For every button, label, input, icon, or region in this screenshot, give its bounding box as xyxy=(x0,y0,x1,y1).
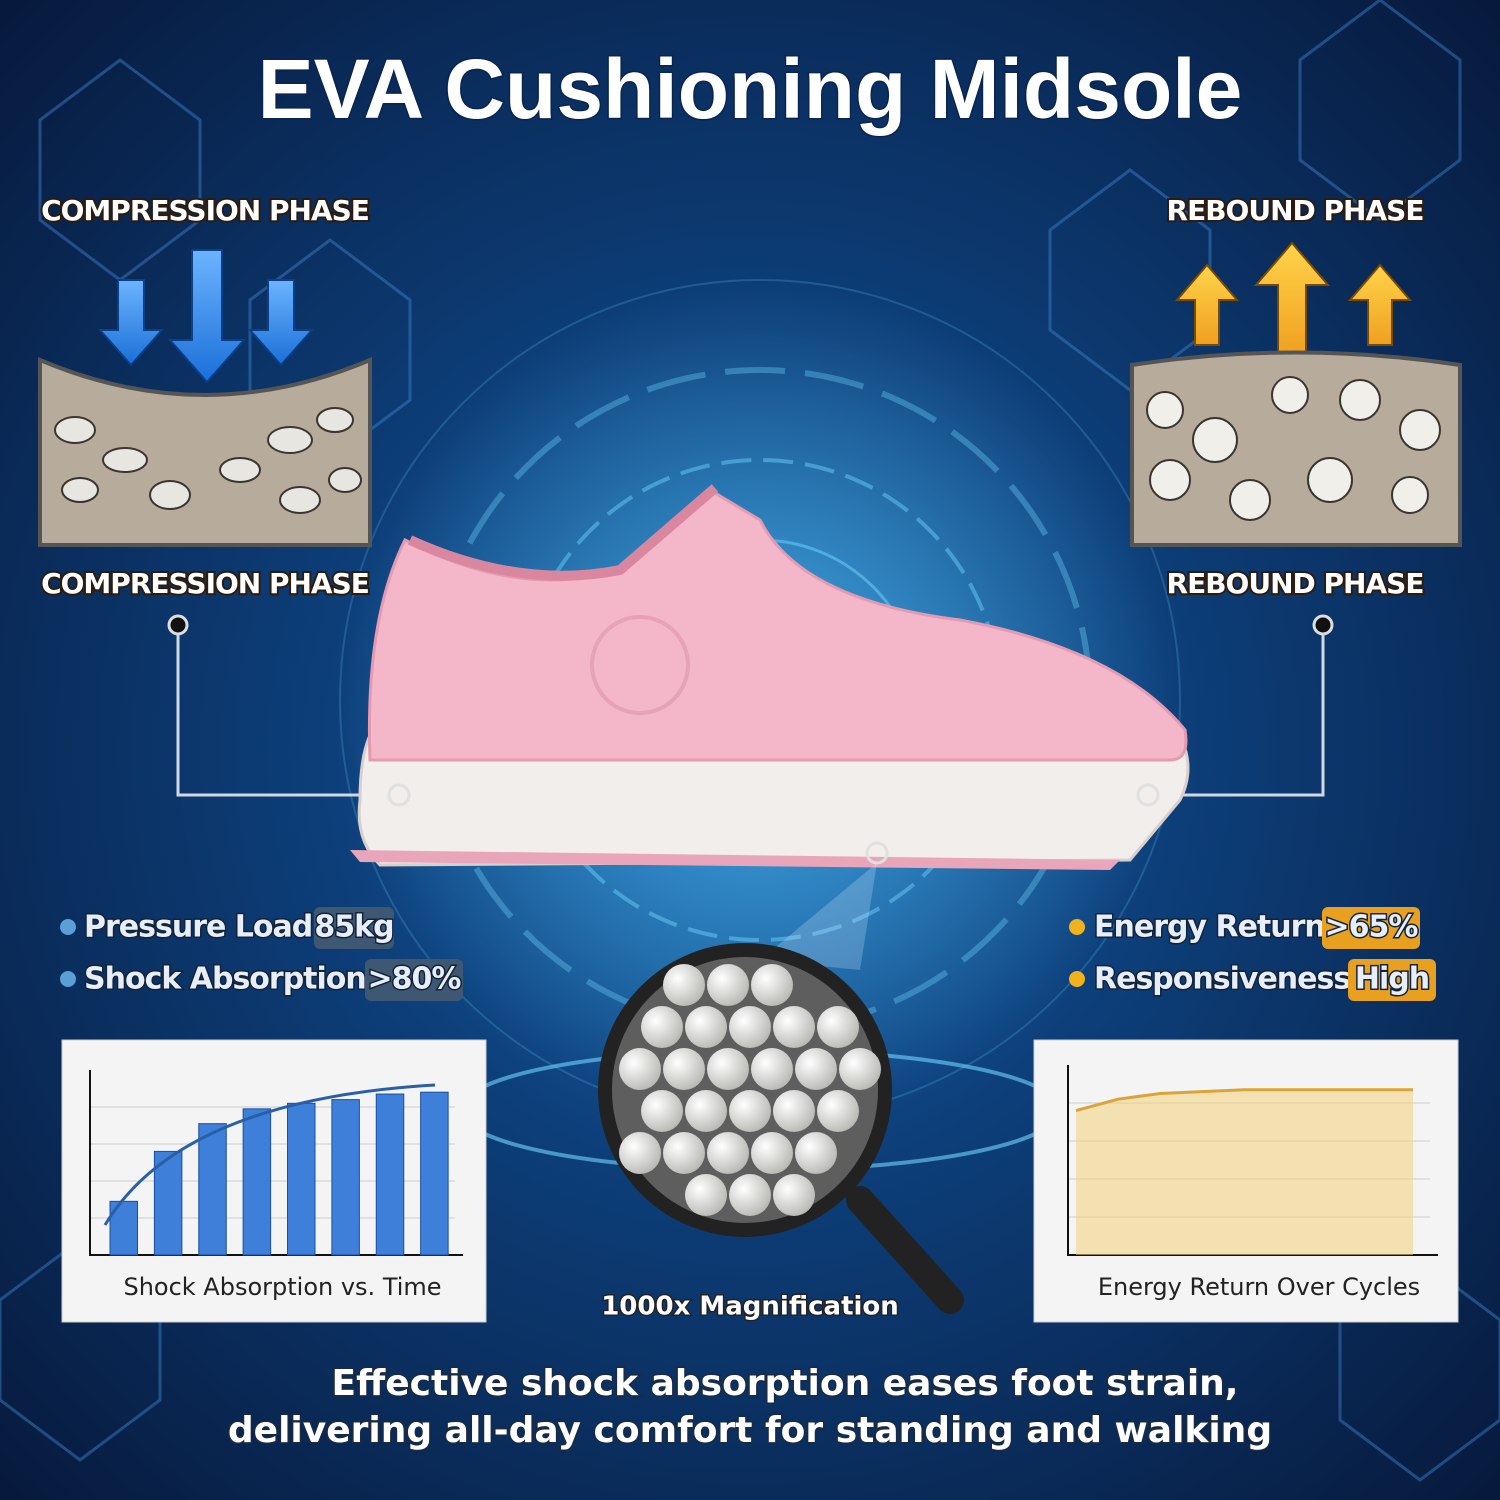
phase-label: REBOUND PHASE xyxy=(1167,567,1424,600)
stat-badge xyxy=(365,959,463,1001)
sphere xyxy=(685,1006,727,1048)
sphere xyxy=(817,1090,859,1132)
sphere xyxy=(707,1132,749,1174)
sphere xyxy=(707,964,749,1006)
up-arrows xyxy=(1174,241,1413,356)
down-arrows xyxy=(97,249,315,384)
stat-label: Shock Absorption: xyxy=(84,962,377,997)
bar xyxy=(242,1108,272,1256)
left-stats: Pressure Load: 85kg Shock Absorption: >8… xyxy=(60,907,464,1001)
bar xyxy=(420,1091,449,1256)
stat-value: High xyxy=(1355,962,1429,997)
sphere xyxy=(839,1048,881,1090)
foam-cells xyxy=(54,407,362,514)
trend-curve xyxy=(103,1083,436,1226)
chart-title: Energy Return Over Cycles xyxy=(1098,1273,1420,1301)
callout-line xyxy=(176,634,388,797)
stat-value: >80% xyxy=(368,962,462,997)
bullet xyxy=(60,919,76,935)
beam xyxy=(760,863,877,970)
sphere xyxy=(685,1174,727,1216)
title: EVA Cushioning Midsole xyxy=(258,42,1243,136)
right-stats: Energy Return: >65% Responsiveness: High xyxy=(1069,907,1436,1001)
sphere xyxy=(641,1090,683,1132)
phase-label: COMPRESSION PHASE xyxy=(41,194,369,227)
sphere xyxy=(663,1048,705,1090)
sphere xyxy=(729,1090,771,1132)
bar xyxy=(375,1093,405,1256)
callout-dot xyxy=(167,614,189,636)
stat-value: >65% xyxy=(1325,910,1419,945)
callout-circle xyxy=(387,783,411,807)
sphere xyxy=(729,1174,771,1216)
sphere xyxy=(663,1132,705,1174)
stat-value: 85kg xyxy=(314,910,393,945)
stat-label: Energy Return: xyxy=(1094,910,1336,945)
phase-label: COMPRESSION PHASE xyxy=(41,567,369,600)
sphere xyxy=(707,1048,749,1090)
sphere xyxy=(817,1006,859,1048)
sphere xyxy=(663,964,705,1006)
shoe xyxy=(350,484,1190,870)
sphere xyxy=(751,1048,793,1090)
sphere xyxy=(773,1090,815,1132)
stat-badge xyxy=(1322,907,1420,949)
sphere xyxy=(773,1174,815,1216)
callout-circle xyxy=(865,841,889,865)
sphere xyxy=(795,1132,837,1174)
bullet xyxy=(1069,971,1085,987)
bar xyxy=(287,1102,316,1256)
callout-dot xyxy=(1312,614,1334,636)
sphere xyxy=(751,964,793,1006)
stat-badge xyxy=(314,907,394,949)
bar xyxy=(198,1123,227,1256)
bullet xyxy=(1069,919,1085,935)
stat-label: Responsiveness: xyxy=(1094,962,1361,997)
chart-title: Shock Absorption vs. Time xyxy=(123,1273,441,1301)
sphere xyxy=(795,1048,837,1090)
stat-label: Pressure Load: xyxy=(84,910,323,945)
phase-label: REBOUND PHASE xyxy=(1167,194,1424,227)
area xyxy=(1076,1089,1413,1255)
stat-badge xyxy=(1348,959,1436,1001)
callout-circle xyxy=(1136,783,1160,807)
bar xyxy=(153,1150,183,1256)
sphere xyxy=(685,1090,727,1132)
sphere xyxy=(773,1006,815,1048)
sphere xyxy=(619,1132,661,1174)
magnifier xyxy=(598,943,964,1314)
callout-line xyxy=(1148,634,1325,797)
sphere xyxy=(751,1132,793,1174)
caption-line: Effective shock absorption eases foot st… xyxy=(332,1363,1239,1404)
line xyxy=(1075,1088,1413,1113)
foam-cells xyxy=(1146,376,1441,521)
bar xyxy=(331,1099,360,1256)
sphere xyxy=(641,1006,683,1048)
sphere xyxy=(729,1006,771,1048)
caption-line: delivering all-day comfort for standing … xyxy=(228,1410,1272,1451)
bullet xyxy=(60,971,76,987)
sphere xyxy=(619,1048,661,1090)
magnifier-label: 1000x Magnification xyxy=(601,1292,899,1322)
